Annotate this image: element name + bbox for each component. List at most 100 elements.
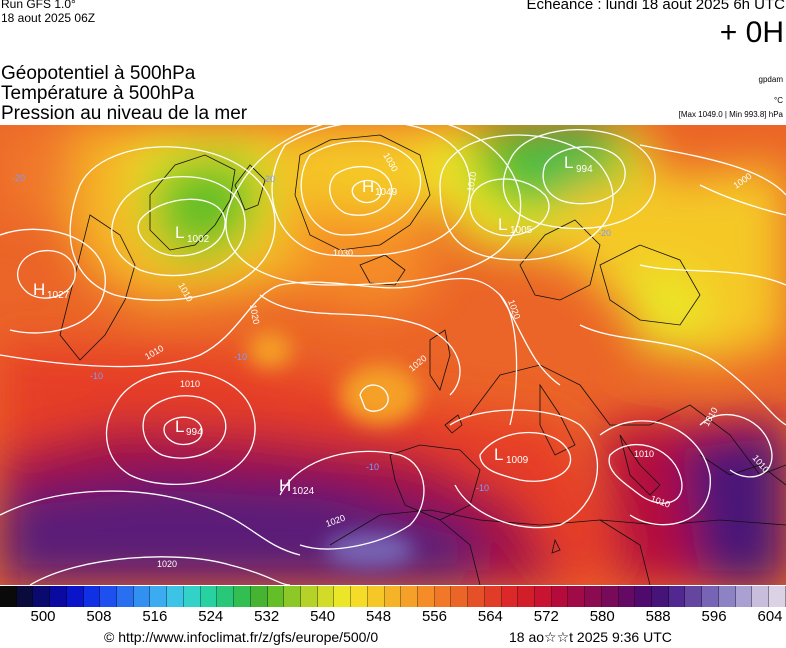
colorbar-swatch [702, 586, 719, 607]
svg-text:H: H [33, 280, 45, 299]
isobar-label: 1010 [180, 379, 200, 389]
svg-text:1002: 1002 [187, 234, 210, 245]
colorbar-swatch [618, 586, 636, 607]
colorbar-swatch [183, 586, 201, 607]
colorbar-swatch [200, 586, 218, 607]
temperature-label: -10 [234, 352, 247, 362]
colorbar-tick-label: 580 [589, 608, 615, 625]
colorbar-swatch [752, 586, 770, 607]
colorbar [0, 586, 786, 607]
colorbar-tick-label: 604 [757, 608, 783, 625]
isobar-label: 1010 [634, 449, 654, 459]
svg-text:L: L [494, 445, 503, 464]
svg-text:1027: 1027 [47, 290, 70, 301]
colorbar-tick-label: 548 [366, 608, 392, 625]
forecast-offset: + 0H [719, 16, 784, 49]
svg-text:1024: 1024 [292, 486, 315, 497]
colorbar-swatch [635, 586, 653, 607]
colorbar-swatch [434, 586, 452, 607]
svg-text:H: H [279, 476, 291, 495]
colorbar-ticks: 500 508 516 524 532 540 548 556 564 572 580 588 596 6… [0, 608, 786, 628]
colorbar-tick-label: 508 [86, 608, 112, 625]
colorbar-swatch [568, 586, 586, 607]
colorbar-tick-label: 532 [254, 608, 280, 625]
colorbar-swatch [100, 586, 118, 607]
isobar-label: 1020 [248, 304, 261, 325]
colorbar-swatch [501, 586, 519, 607]
colorbar-tick-label: 500 [30, 608, 56, 625]
colorbar-swatch [317, 586, 335, 607]
svg-text:1005: 1005 [510, 225, 533, 236]
temperature-label: -10 [366, 462, 379, 472]
colorbar-swatch [668, 586, 686, 607]
colorbar-swatch [551, 586, 569, 607]
generation-timestamp: 18 ao☆☆t 2025 9:36 UTC [509, 629, 672, 645]
colorbar-tick-label: 588 [645, 608, 671, 625]
pressure-range: [Max 1049.0 | Min 993.8] hPa [678, 110, 783, 119]
pressure-centre-low: L 994 [175, 417, 203, 438]
colorbar-swatch [167, 586, 184, 607]
weather-map-canvas: 1030 1030 1010 1000 1020 1020 1010 1010 … [0, 125, 786, 585]
colorbar-swatch [133, 586, 151, 607]
run-date: 18 aout 2025 06Z [1, 11, 96, 25]
colorbar-swatch [735, 586, 753, 607]
colorbar-tick-label: 564 [477, 608, 503, 625]
colorbar-swatch [234, 586, 251, 607]
svg-text:1049: 1049 [375, 187, 398, 198]
colorbar-swatch [33, 586, 51, 607]
isobars [0, 125, 786, 585]
colorbar-tick-label: 572 [533, 608, 559, 625]
weather-map: 1030 1030 1010 1000 1020 1020 1010 1010 … [0, 125, 786, 585]
colorbar-tick-label: 540 [310, 608, 336, 625]
colorbar-swatch [334, 586, 352, 607]
temperature-label: -20 [598, 228, 611, 238]
colorbar-swatch [601, 586, 619, 607]
pressure-centre-low: L 994 [564, 153, 593, 175]
colorbar-swatch [300, 586, 318, 607]
colorbar-swatch [150, 586, 168, 607]
colorbar-swatch [351, 586, 368, 607]
temperature-label: -20 [12, 173, 25, 183]
isobar-label: 1020 [157, 559, 177, 569]
isobar-label: 1010 [465, 171, 478, 192]
unit-temperature: °C [774, 96, 783, 105]
colorbar-swatch [769, 586, 786, 607]
title-temperature: Température à 500hPa [1, 83, 195, 104]
colorbar-swatch [66, 586, 84, 607]
colorbar-swatch [284, 586, 301, 607]
colorbar-swatch [468, 586, 485, 607]
colorbar-swatch [451, 586, 469, 607]
unit-geopotential: gpdam [758, 75, 783, 84]
colorbar-swatch [585, 586, 602, 607]
colorbar-swatch [518, 586, 535, 607]
colorbar-swatch [50, 586, 67, 607]
colorbar-swatch [217, 586, 235, 607]
pressure-centres: H 1049 L 994 L 1002 L 1005 H 1027 L 994 [33, 153, 593, 497]
svg-text:L: L [175, 417, 184, 436]
colorbar-tick-label: 596 [701, 608, 727, 625]
coastlines [59, 134, 786, 585]
colorbar-swatch [484, 586, 502, 607]
temperature-label: -10 [476, 483, 489, 493]
svg-text:1009: 1009 [506, 455, 529, 466]
svg-text:L: L [175, 223, 184, 242]
colorbar-swatch [417, 586, 435, 607]
pressure-centre-low: L 1002 [175, 223, 210, 245]
colorbar-tick-label: 524 [198, 608, 224, 625]
colorbar-swatch [652, 586, 669, 607]
colorbar-swatch [250, 586, 268, 607]
temperature-labels: -20 -20 -10 -10 -10 -10 -20 [12, 173, 611, 493]
title-pressure: Pression au niveau de la mer [1, 103, 248, 124]
svg-text:H: H [362, 177, 374, 196]
pressure-centre-low: L 1005 [498, 215, 533, 236]
source-credit[interactable]: © http://www.infoclimat.fr/z/gfs/europe/… [104, 629, 379, 645]
svg-text:L: L [498, 215, 507, 234]
colorbar-swatch [401, 586, 418, 607]
colorbar-swatch [535, 586, 552, 607]
colorbar-swatch [16, 586, 34, 607]
svg-text:994: 994 [186, 427, 203, 438]
pressure-centre-high: H 1049 [362, 177, 398, 198]
pressure-centre-high: H 1027 [33, 280, 70, 301]
temperature-label: -20 [262, 174, 275, 184]
colorbar-swatch [0, 586, 17, 607]
